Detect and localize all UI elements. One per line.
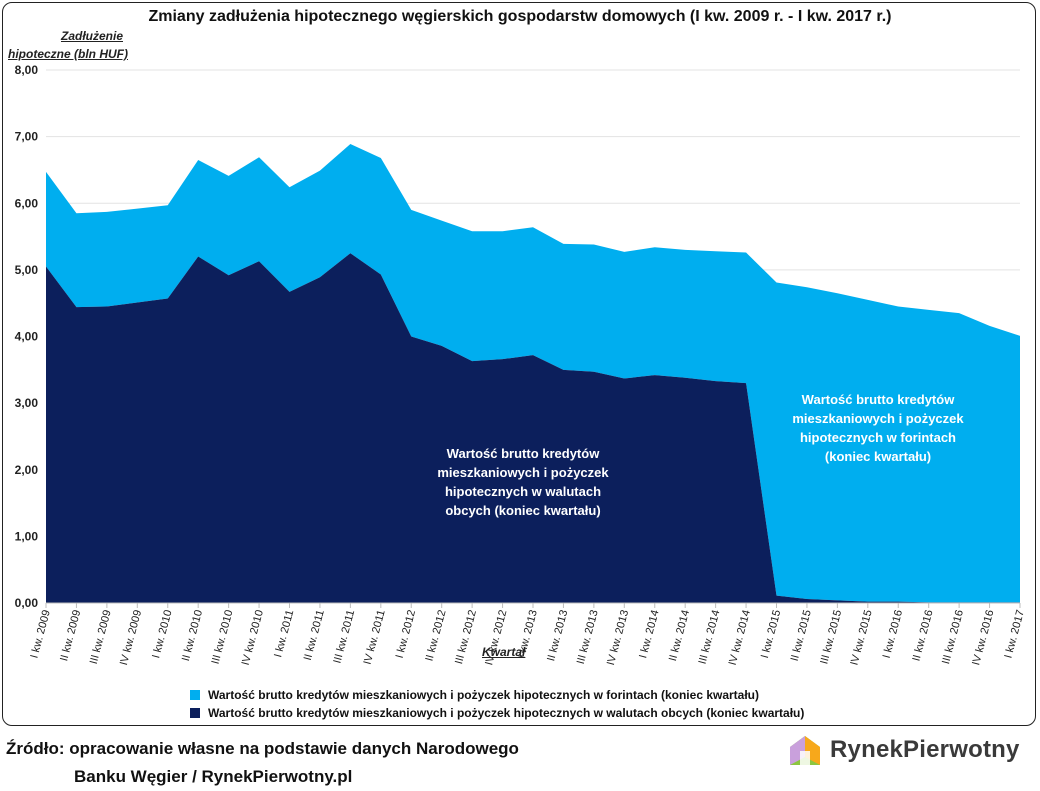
- legend: Wartość brutto kredytów mieszkaniowych i…: [190, 686, 804, 722]
- logo-text-part2: Pierwotny: [903, 736, 1020, 763]
- x-tick-label: I kw. 2010: [150, 609, 174, 660]
- chart-title: Zmiany zadłużenia hipotecznego węgierski…: [148, 8, 892, 25]
- logo-text: RynekPierwotny: [830, 736, 1020, 764]
- x-tick-label: IV kw. 2016: [970, 609, 996, 667]
- source-line1: Źródło: opracowanie własne na podstawie …: [6, 739, 519, 758]
- x-tick-label: I kw. 2016: [881, 609, 905, 660]
- x-tick-label: I kw. 2011: [272, 609, 296, 659]
- legend-label-fx: Wartość brutto kredytów mieszkaniowych i…: [208, 706, 805, 720]
- x-tick-label: IV kw. 2009: [118, 609, 144, 667]
- x-tick-label: III kw. 2016: [940, 609, 966, 666]
- legend-label-huf: Wartość brutto kredytów mieszkaniowych i…: [208, 688, 760, 702]
- annotation-fx-line: mieszkaniowych i pożyczek: [437, 465, 609, 480]
- x-tick-label: II kw. 2015: [789, 609, 814, 663]
- x-tick-label: I kw. 2015: [759, 609, 783, 660]
- x-tick-label: III kw. 2010: [210, 609, 236, 666]
- y-tick-label: 6,00: [15, 196, 39, 210]
- annotation-fx-line: hipotecznych w walutach: [444, 484, 602, 499]
- area-huf-series: [46, 143, 1020, 603]
- y-tick-label: 1,00: [15, 529, 39, 543]
- y-axis-label-line2: hipoteczne (bln HUF): [8, 47, 128, 61]
- x-tick-label: IV kw. 2011: [362, 609, 388, 666]
- annotation-huf-line: mieszkaniowych i pożyczek: [792, 411, 964, 426]
- legend-item-fx: Wartość brutto kredytów mieszkaniowych i…: [190, 704, 804, 722]
- x-tick-label: I kw. 2017: [1002, 609, 1026, 660]
- x-tick-label: III kw. 2012: [453, 609, 479, 666]
- y-tick-label: 4,00: [15, 330, 39, 344]
- annotation-fx-line: Wartość brutto kredytów: [446, 446, 600, 461]
- x-tick-label: II kw. 2016: [910, 609, 935, 663]
- annotation-huf-line: (koniec kwartału): [824, 449, 932, 464]
- x-axis-label: Kwartał: [482, 645, 526, 659]
- logo-text-part1: Rynek: [830, 736, 904, 763]
- x-tick-label: I kw. 2012: [394, 609, 418, 660]
- x-tick-label: III kw. 2014: [697, 609, 723, 666]
- y-axis-label-line1: Zadłużenie: [60, 29, 123, 43]
- y-tick-label: 0,00: [15, 596, 39, 610]
- annotation-huf-line: Wartość brutto kredytów: [801, 392, 955, 407]
- x-tick-label: III kw. 2009: [88, 609, 114, 666]
- x-tick-label: II kw. 2010: [180, 609, 205, 663]
- x-tick-label: IV kw. 2015: [848, 609, 874, 667]
- annotation-huf-line: hipotecznych w forintach: [799, 430, 956, 445]
- source-note: Źródło: opracowanie własne na podstawie …: [6, 735, 519, 791]
- brand-logo: RynekPierwotny: [788, 730, 1020, 770]
- x-tick-label: III kw. 2011: [331, 609, 357, 665]
- x-tick-label: IV kw. 2010: [240, 609, 266, 667]
- x-tick-label: II kw. 2009: [58, 609, 83, 663]
- source-line2: Banku Węgier / RynekPierwotny.pl: [74, 767, 353, 786]
- legend-item-huf: Wartość brutto kredytów mieszkaniowych i…: [190, 686, 804, 704]
- area-fx-series: [46, 253, 1020, 603]
- annotation-huf-series: Wartość brutto kredytów mieszkaniowych i…: [763, 390, 993, 466]
- x-tick-label: II kw. 2012: [423, 609, 448, 663]
- y-tick-label: 5,00: [15, 263, 39, 277]
- annotation-fx-line: obcych (koniec kwartału): [445, 503, 601, 518]
- logo-house-icon: [790, 736, 820, 765]
- legend-swatch-huf: [190, 690, 200, 700]
- x-tick-label: IV kw. 2013: [605, 609, 631, 667]
- x-tick-label: I kw. 2009: [28, 609, 52, 660]
- x-tick-label: III kw. 2015: [818, 609, 844, 666]
- x-tick-label: II kw. 2011: [302, 609, 327, 662]
- legend-swatch-fx: [190, 708, 200, 718]
- y-tick-label: 8,00: [15, 63, 39, 77]
- area-chart: 0,00 1,00 2,00 3,00 4,00 5,00 6,00 7,00 8,00 I kw…: [15, 63, 1027, 667]
- x-tick-label: III kw. 2013: [575, 609, 601, 666]
- x-tick-label: II kw. 2014: [667, 609, 692, 663]
- x-tick-label: I kw. 2014: [637, 609, 661, 660]
- y-axis-label: Zadłużenie hipoteczne (bln HUF): [8, 27, 140, 63]
- x-tick-label: IV kw. 2014: [727, 609, 753, 667]
- y-tick-label: 7,00: [15, 130, 39, 144]
- annotation-fx-series: Wartość brutto kredytów mieszkaniowych i…: [413, 444, 633, 520]
- y-tick-label: 2,00: [15, 463, 39, 477]
- y-tick-label: 3,00: [15, 396, 39, 410]
- x-tick-label: II kw. 2013: [545, 609, 570, 663]
